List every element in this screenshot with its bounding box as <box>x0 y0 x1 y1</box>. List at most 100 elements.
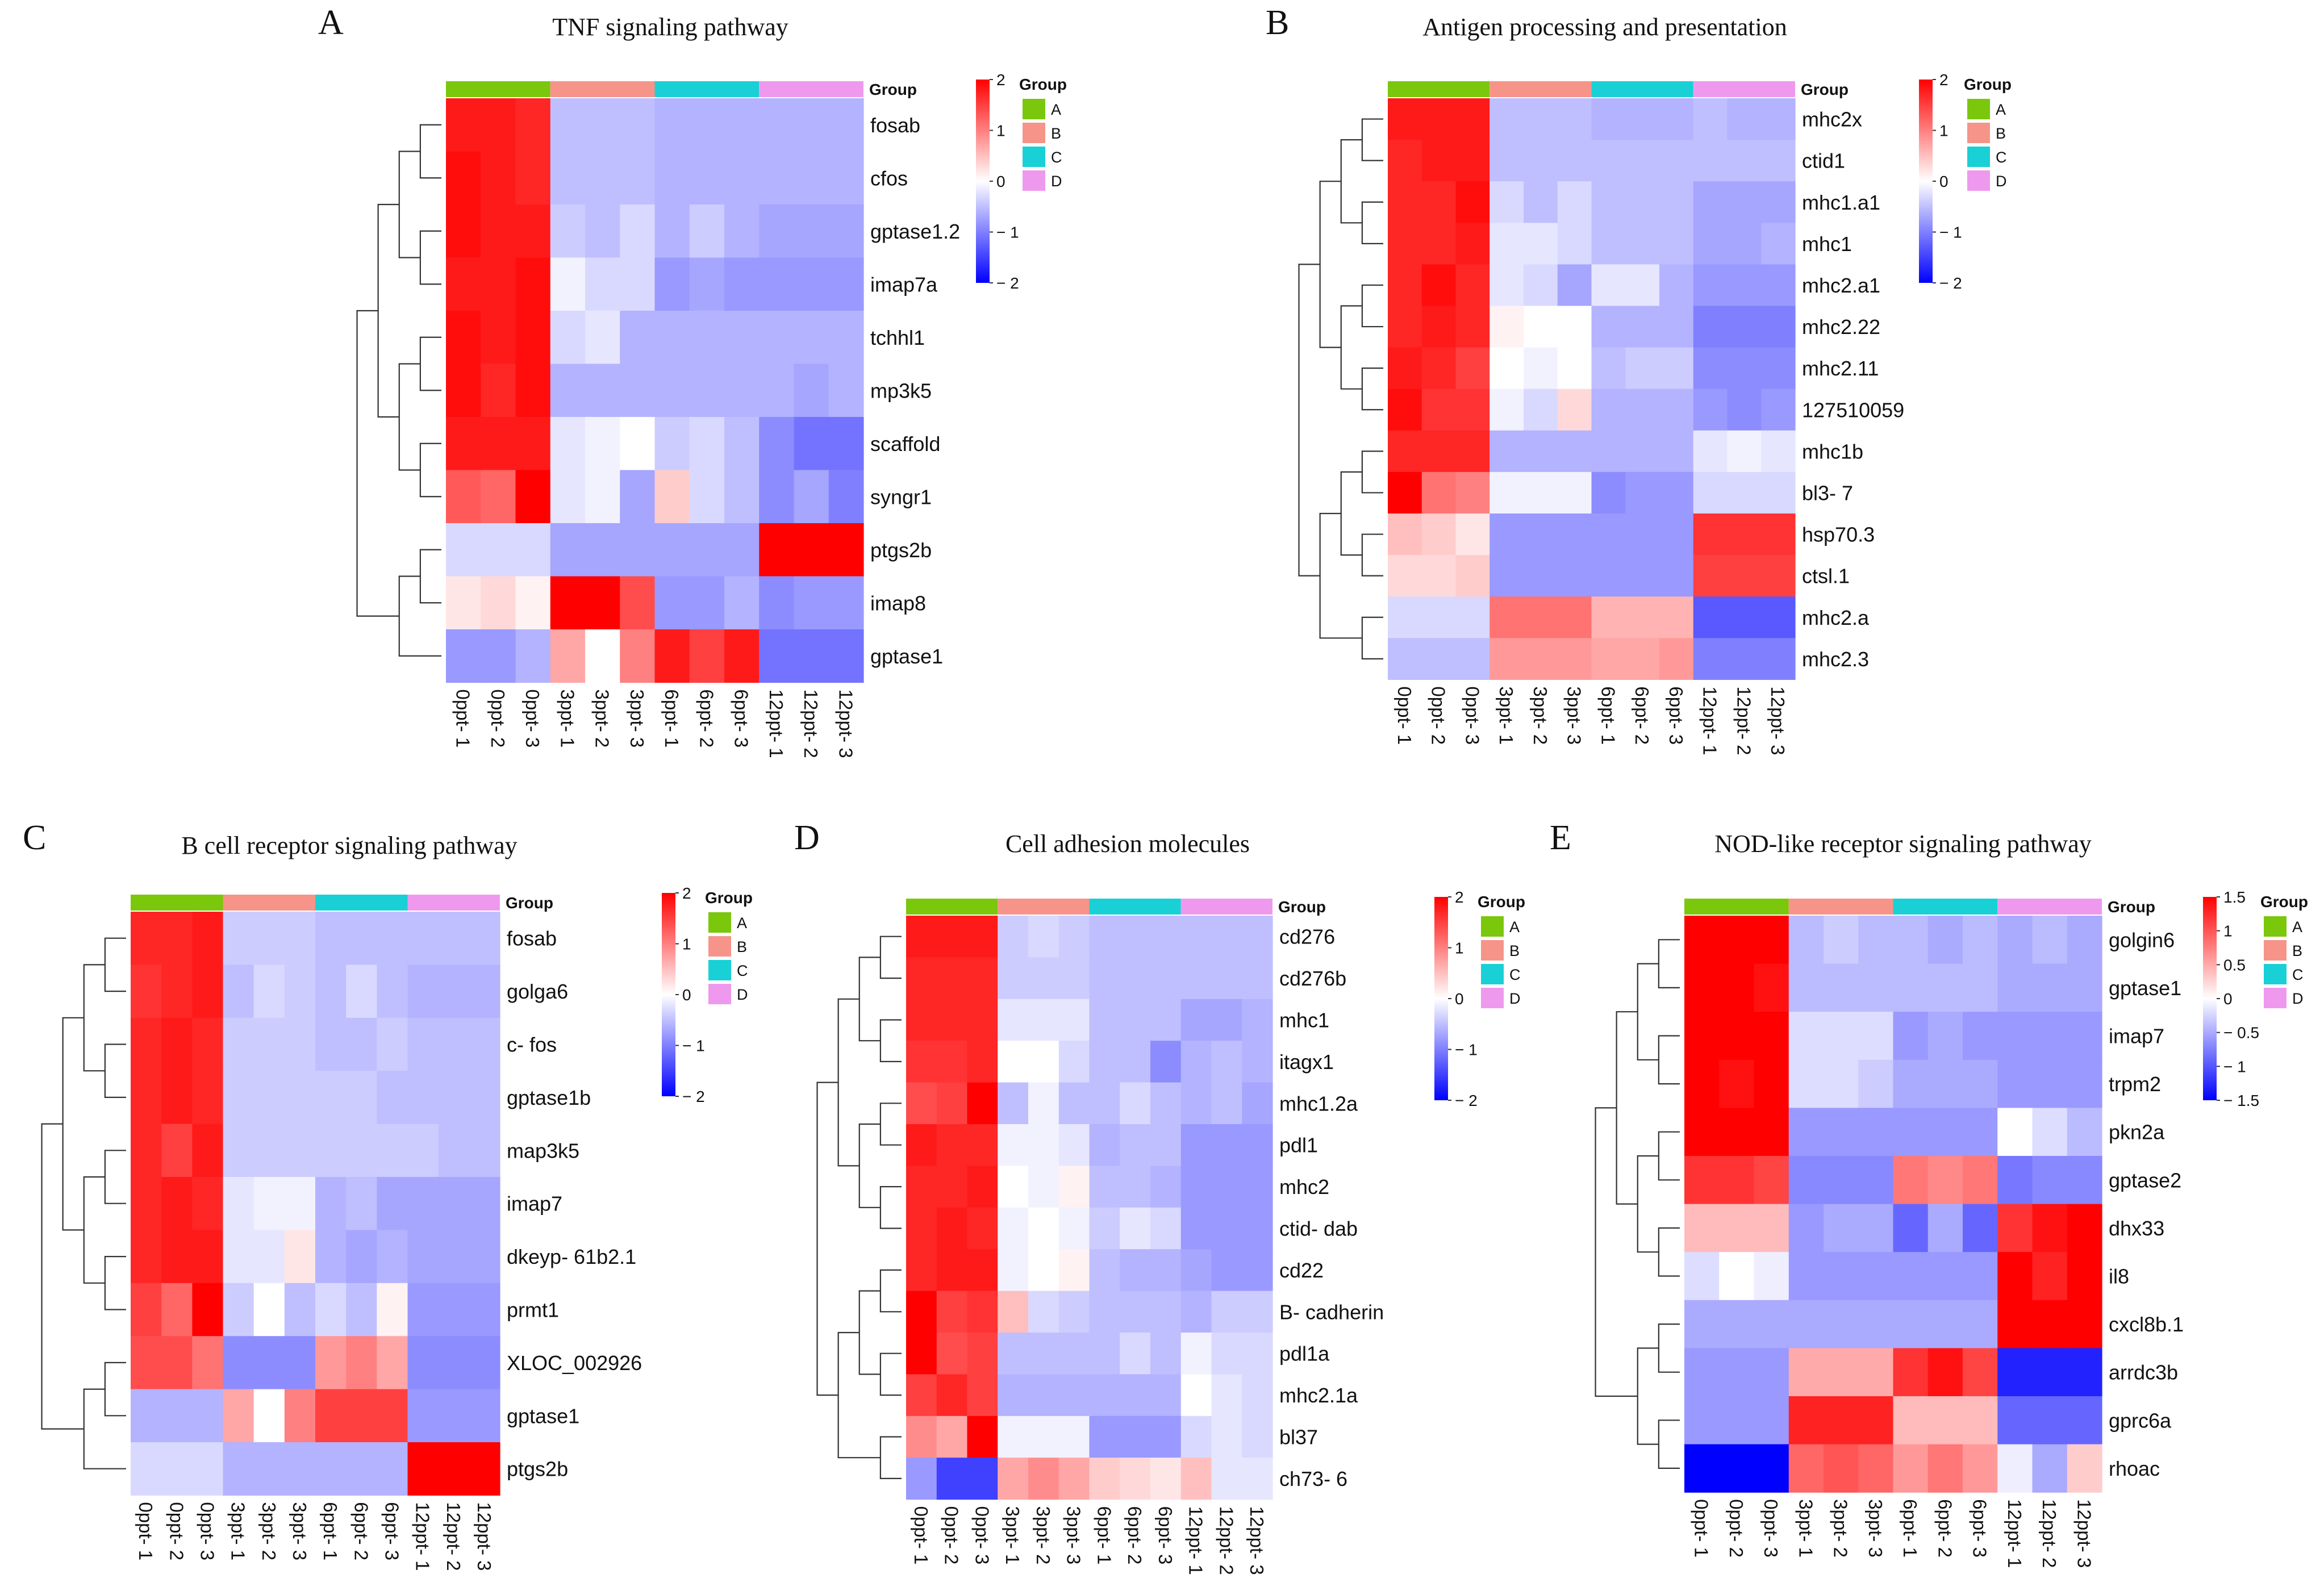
heatmap-cell <box>1120 1166 1151 1208</box>
column-label: 6ppt- 3 <box>1970 1499 1991 1558</box>
heatmap-cell <box>1727 596 1762 638</box>
heatmap-cell <box>315 1389 347 1443</box>
heatmap-cell <box>1893 1108 1929 1156</box>
color-scale-bar <box>1434 897 1448 1100</box>
heatmap-cell <box>192 1071 224 1125</box>
heatmap-cell <box>438 1017 470 1071</box>
heatmap-cell <box>998 916 1029 958</box>
heatmap-cell <box>1997 916 2033 964</box>
heatmap-cell <box>481 629 516 683</box>
heatmap-cell <box>1120 1082 1151 1125</box>
heatmap-cell <box>1693 596 1728 638</box>
heatmap-cell <box>446 257 481 311</box>
group-legend-label: C <box>1051 149 1062 166</box>
heatmap-cell <box>1180 1082 1212 1125</box>
heatmap-cell <box>2067 1300 2102 1348</box>
group-legend-label: C <box>1509 966 1521 983</box>
heatmap-cell <box>689 523 725 577</box>
column-label: 3ppt- 1 <box>557 690 578 748</box>
group-legend-label: A <box>2292 918 2302 936</box>
group-bar-b <box>998 899 1090 915</box>
heatmap-cell <box>620 470 656 524</box>
heatmap-cell <box>620 417 656 471</box>
heatmap-cell <box>1211 1291 1242 1333</box>
heatmap-cell <box>1089 916 1120 958</box>
panel-c: C B cell receptor signaling pathway Group f… <box>23 819 753 1571</box>
group-legend-label: C <box>2292 966 2304 983</box>
heatmap-cell <box>906 1207 937 1250</box>
heatmap-cell <box>794 470 829 524</box>
heatmap-cell <box>1693 140 1728 182</box>
heatmap-cell <box>759 417 795 471</box>
heatmap-cell <box>1693 471 1728 514</box>
heatmap-cell <box>1727 264 1762 307</box>
heatmap-cell <box>1028 1041 1059 1083</box>
column-label: 6ppt- 1 <box>661 690 682 748</box>
heatmap-cell <box>1058 957 1090 1000</box>
heatmap-cell <box>1963 916 1998 964</box>
group-legend-swatch <box>1967 170 1990 191</box>
heatmap-cell <box>1997 963 2033 1012</box>
heatmap-cell <box>407 1389 439 1443</box>
heatmap-cell <box>2067 1348 2102 1397</box>
heatmap-cell <box>1489 223 1524 265</box>
heatmap-cell <box>192 1389 224 1443</box>
heatmap-cell <box>1754 1108 1789 1156</box>
group-bar-d <box>1997 899 2102 915</box>
row-label: arrdc3b <box>2109 1361 2178 1384</box>
group-bar-a <box>1684 899 1789 915</box>
heatmap-cell <box>131 964 162 1018</box>
color-scale-tick: 1 <box>682 936 691 953</box>
heatmap-cell <box>1625 638 1660 680</box>
heatmap-cell <box>1625 389 1660 431</box>
panel-title: Antigen processing and presentation <box>1422 13 1787 41</box>
heatmap-cell <box>1591 389 1626 431</box>
heatmap-cell <box>1893 1444 1929 1493</box>
row-label: mhc2.11 <box>1802 357 1879 380</box>
column-label: 3ppt- 3 <box>289 1502 310 1560</box>
heatmap-cell <box>724 151 760 205</box>
column-label: 12ppt- 3 <box>1767 686 1788 755</box>
heatmap-cell <box>1524 181 1558 223</box>
heatmap-cell <box>253 1442 285 1496</box>
heatmap-cell <box>1727 555 1762 597</box>
row-label: golgin6 <box>2109 928 2175 951</box>
column-label: 3ppt- 3 <box>1564 686 1585 745</box>
heatmap-cell <box>192 1336 224 1390</box>
color-scale-tick: − 1 <box>682 1037 705 1055</box>
heatmap-cell <box>1727 513 1762 556</box>
group-header: Group <box>869 81 917 98</box>
heatmap-cell <box>253 1230 285 1284</box>
heatmap-cell <box>1591 264 1626 307</box>
heatmap-cell <box>689 364 725 417</box>
group-bar-b <box>550 81 655 97</box>
heatmap-cell <box>1150 916 1182 958</box>
group-legend-title: Group <box>705 889 753 907</box>
heatmap-cell <box>906 1082 937 1125</box>
heatmap-cell <box>1242 1124 1273 1166</box>
heatmap-cell <box>998 1416 1029 1458</box>
heatmap-cell <box>1727 638 1762 680</box>
heatmap-cell <box>1997 1204 2033 1252</box>
heatmap-cell <box>253 1071 285 1125</box>
heatmap-cell <box>550 417 586 471</box>
group-legend-label: B <box>1051 125 1061 142</box>
heatmap-cell <box>1824 1156 1859 1205</box>
heatmap-cell <box>161 1230 193 1284</box>
heatmap-cell <box>998 1041 1029 1083</box>
heatmap-cell <box>284 1071 316 1125</box>
heatmap-cell <box>438 1124 470 1178</box>
row-label: gptase1 <box>870 645 943 668</box>
heatmap-cell <box>1489 430 1524 473</box>
heatmap-cell <box>1824 1396 1859 1445</box>
heatmap-cell <box>1858 1444 1894 1493</box>
heatmap-cell <box>936 1082 968 1125</box>
heatmap-cell <box>1455 98 1490 140</box>
group-legend-label: C <box>737 962 748 979</box>
heatmap-cell <box>1963 1396 1998 1445</box>
column-label: 3ppt- 2 <box>1530 686 1551 745</box>
heatmap-cell <box>1242 1082 1273 1125</box>
heatmap-cell <box>1684 1252 1720 1301</box>
heatmap-cell <box>1858 1108 1894 1156</box>
heatmap-cell <box>161 1389 193 1443</box>
